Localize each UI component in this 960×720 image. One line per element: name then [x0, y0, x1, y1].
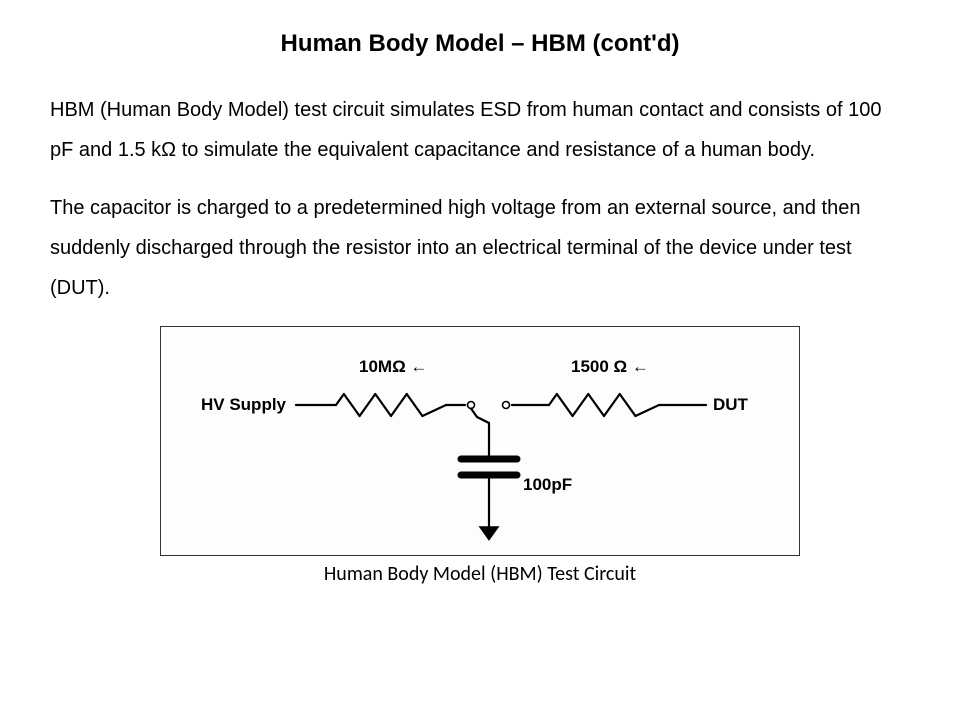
circuit-figure: HV Supply 10MΩ ← 1500 Ω ← DUT 100pF: [160, 326, 800, 556]
label-dut: DUT: [713, 395, 748, 415]
label-r2: 1500 Ω ←: [571, 357, 649, 377]
paragraph-2: The capacitor is charged to a predetermi…: [50, 188, 910, 308]
figure-caption: Human Body Model (HBM) Test Circuit: [160, 562, 800, 586]
circuit-diagram: [161, 327, 801, 557]
label-r1: 10MΩ ←: [359, 357, 427, 377]
slide-title: Human Body Model – HBM (cont'd): [50, 30, 910, 58]
figure-wrap: HV Supply 10MΩ ← 1500 Ω ← DUT 100pF Huma…: [160, 326, 800, 586]
label-hv-supply: HV Supply: [201, 395, 286, 415]
slide: Human Body Model – HBM (cont'd) HBM (Hum…: [0, 0, 960, 720]
label-cap: 100pF: [523, 475, 572, 495]
paragraph-1: HBM (Human Body Model) test circuit simu…: [50, 90, 910, 170]
